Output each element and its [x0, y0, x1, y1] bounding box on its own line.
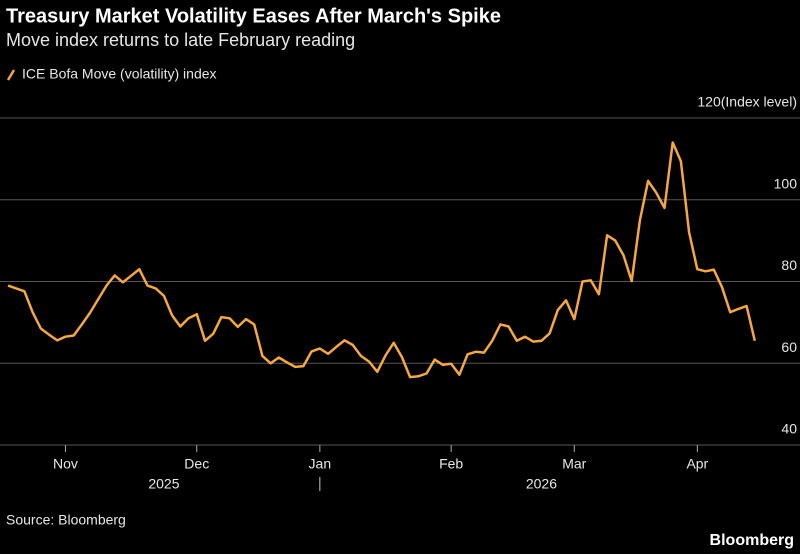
y-tick-label: 100	[774, 175, 798, 191]
series-line	[7, 141, 757, 379]
chart-subtitle: Move index returns to late February read…	[6, 30, 355, 50]
chart-title: Treasury Market Volatility Eases After M…	[6, 5, 501, 27]
y-tick-label: 40	[781, 421, 797, 437]
x-tick-label: Feb	[439, 456, 463, 472]
x-tick-label: Jan	[309, 456, 332, 472]
source: Source: Bloomberg	[6, 512, 126, 528]
x-tick-label: Nov	[53, 456, 78, 472]
legend-label: ICE Bofa Move (volatility) index	[22, 66, 217, 82]
x-tick-label: Apr	[686, 456, 708, 472]
x-tick-label: Mar	[562, 456, 586, 472]
brand: Bloomberg	[710, 532, 794, 549]
y-tick-label: 80	[781, 257, 797, 273]
x-tick-label: Dec	[184, 456, 209, 472]
legend-swatch	[6, 69, 16, 81]
y-tick-label: 60	[781, 339, 797, 355]
year-label: 2025	[148, 476, 179, 492]
y-tick-label: 120(Index level)	[697, 94, 797, 110]
year-label: 2026	[526, 476, 557, 492]
